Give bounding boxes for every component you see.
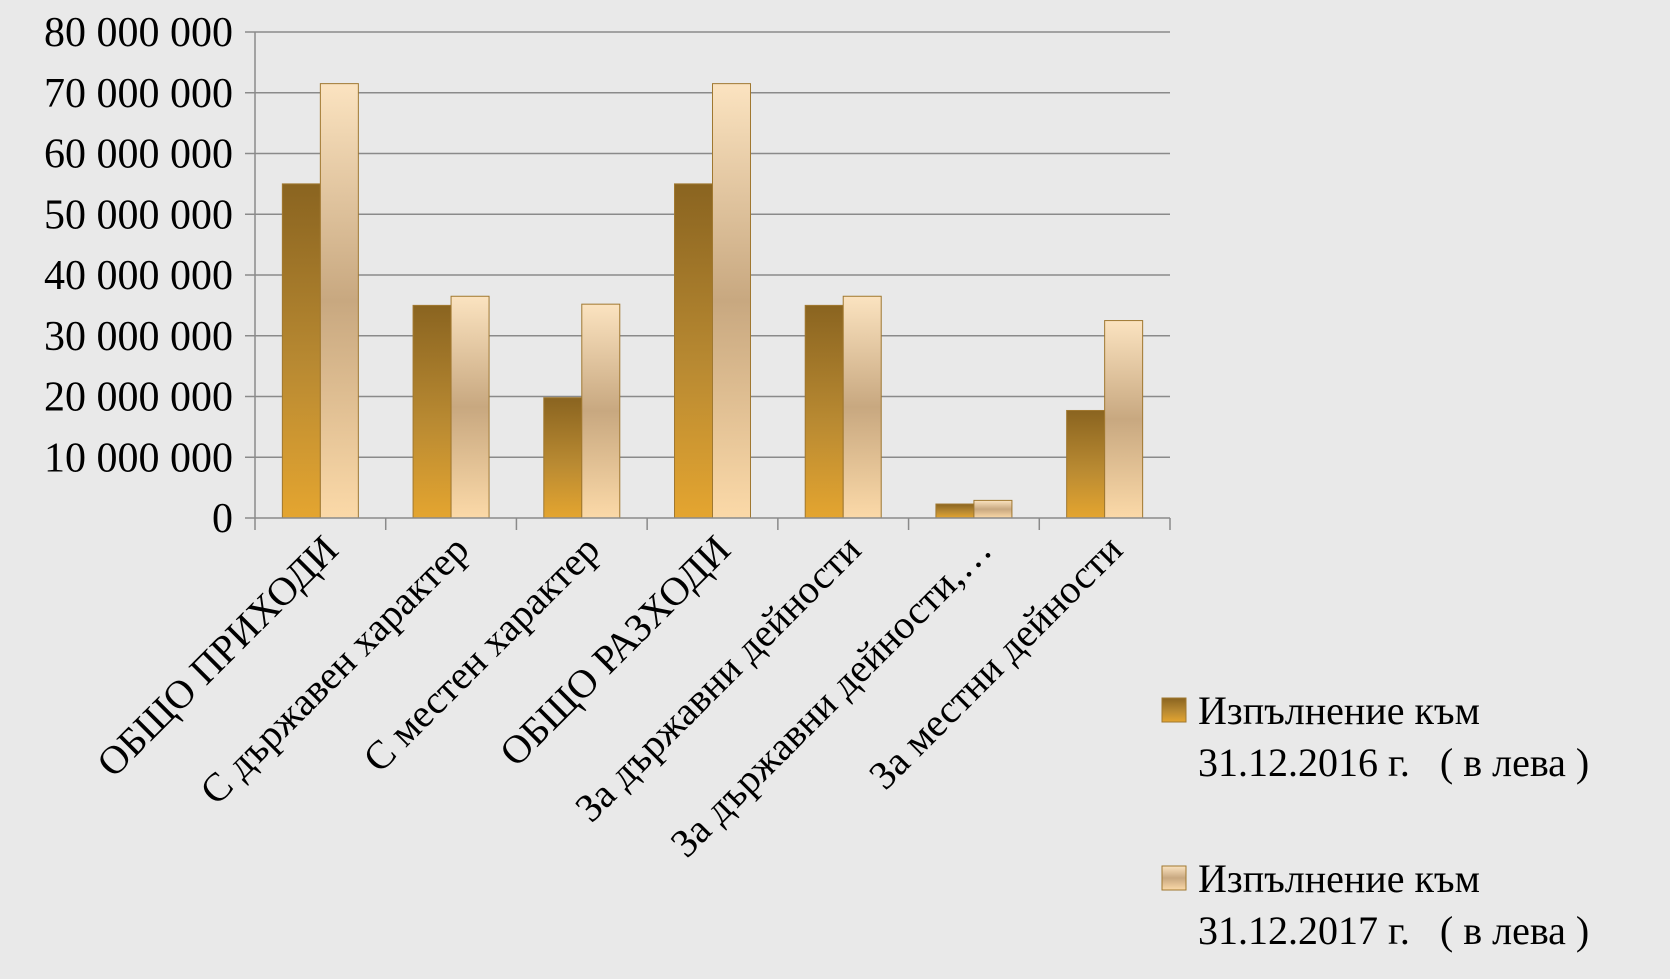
bar-series-1 xyxy=(935,503,975,519)
bar-series-1 xyxy=(1066,409,1106,519)
legend-swatch-series-1 xyxy=(1161,697,1187,723)
legend-label-series-2: Изпълнение към xyxy=(1198,856,1480,901)
bar-series-2 xyxy=(319,83,359,519)
y-tick-label: 80 000 000 xyxy=(44,10,233,56)
axes xyxy=(245,31,1171,530)
bar-series-2 xyxy=(1104,320,1144,519)
bar-series-1 xyxy=(412,304,452,519)
x-tick-label: ОБЩО РАЗХОДИ xyxy=(491,527,739,775)
legend-label-series-1: 31.12.2016 г. ( в лева ) xyxy=(1198,740,1589,785)
y-tick-label: 0 xyxy=(212,496,233,542)
y-tick-label: 10 000 000 xyxy=(44,435,233,481)
y-tick-label: 60 000 000 xyxy=(44,132,233,178)
y-tick-label: 40 000 000 xyxy=(44,253,233,299)
legend: Изпълнение към 31.12.2016 г. ( в лева ) Из… xyxy=(1161,688,1589,953)
y-tick-label: 70 000 000 xyxy=(44,71,233,117)
legend-label-series-1: Изпълнение към xyxy=(1198,688,1480,733)
bars xyxy=(281,83,1144,519)
x-tick-label: С местен характер xyxy=(354,527,608,781)
bar-series-1 xyxy=(543,397,583,519)
y-tick-labels: 0 10 000 000 20 000 000 30 000 000 40 000 00… xyxy=(44,10,233,542)
bar-series-2 xyxy=(842,295,882,519)
x-tick-label: За местни дейности xyxy=(860,527,1131,798)
legend-label-series-2: 31.12.2017 г. ( в лева ) xyxy=(1198,908,1589,953)
y-tick-label: 50 000 000 xyxy=(44,192,233,238)
bar-series-1 xyxy=(804,304,844,519)
bar-series-2 xyxy=(581,303,621,519)
legend-swatch-series-2 xyxy=(1161,865,1187,891)
x-tick-label: ОБЩО ПРИХОДИ xyxy=(88,527,347,786)
y-tick-label: 20 000 000 xyxy=(44,375,233,421)
bar-series-1 xyxy=(674,183,713,519)
bar-series-2 xyxy=(973,499,1013,519)
bar-series-2 xyxy=(450,295,490,519)
bar-series-1 xyxy=(281,183,321,519)
bar-series-2 xyxy=(712,83,751,519)
y-tick-label: 30 000 000 xyxy=(44,314,233,360)
